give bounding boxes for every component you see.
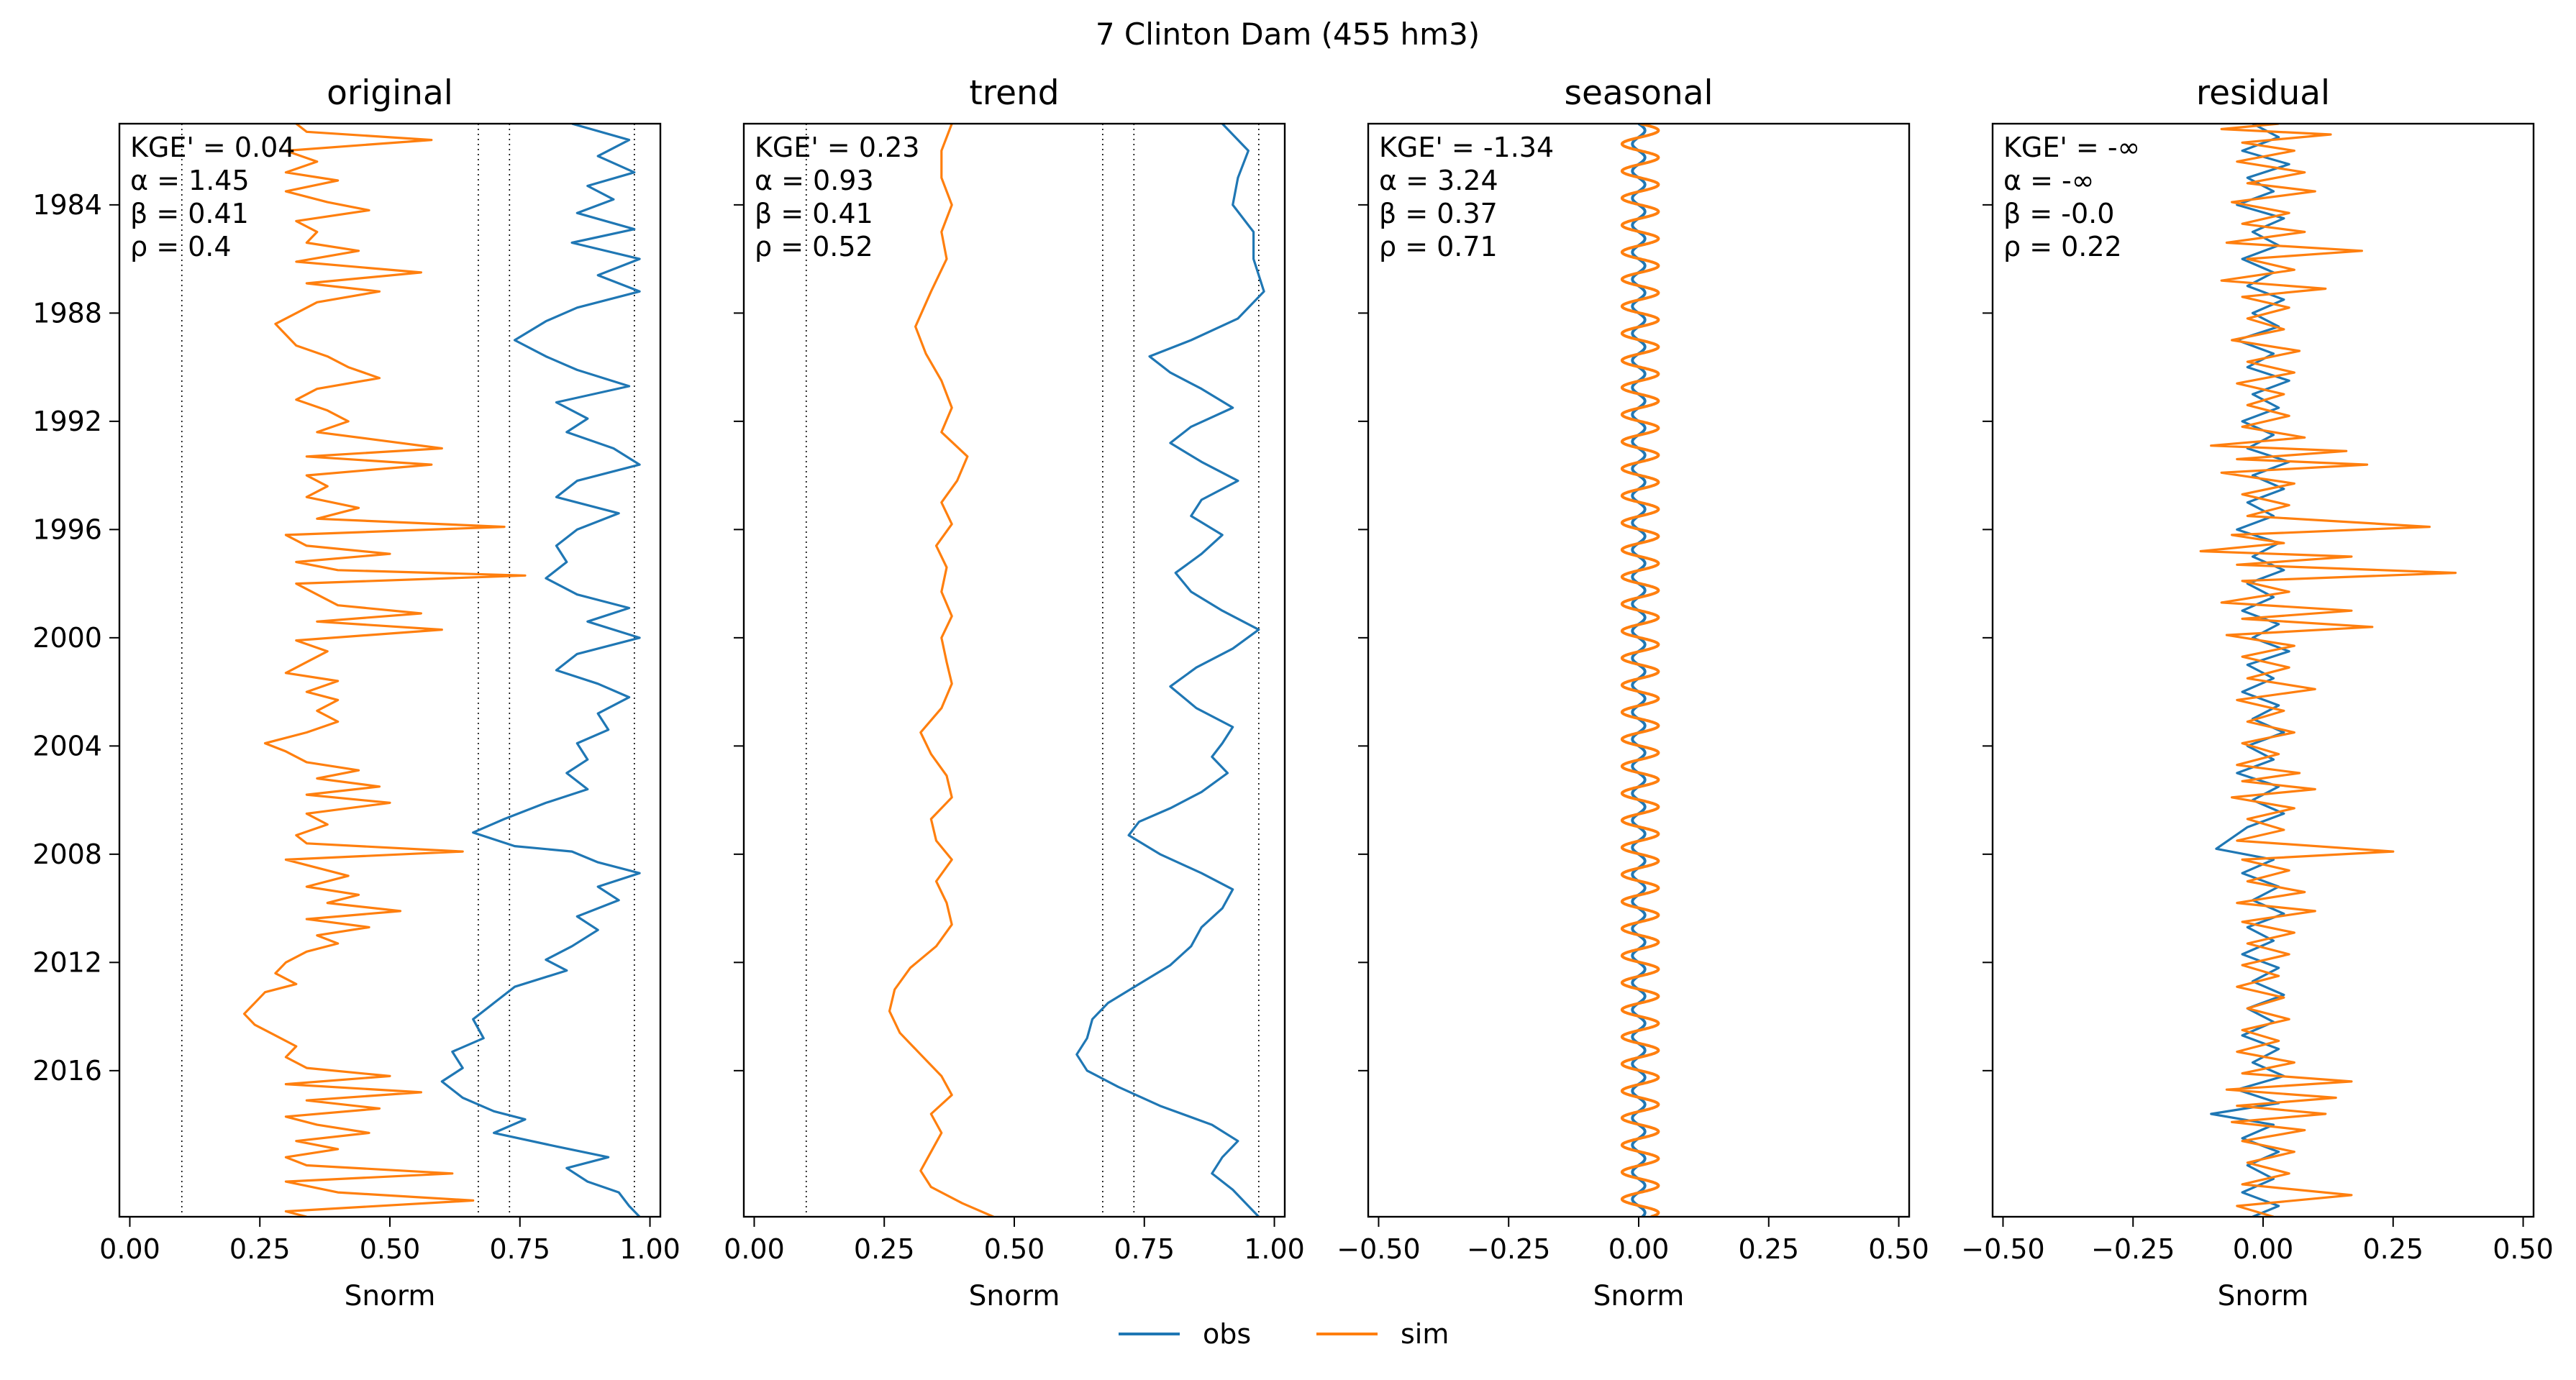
axes-frame — [1991, 122, 2535, 1218]
series-line-sim — [1620, 124, 1660, 1217]
figure-title: 7 Clinton Dam (455 hm3) — [1096, 17, 1480, 52]
panel-title: trend — [969, 73, 1059, 113]
x-axis-label: Snorm — [1593, 1280, 1685, 1312]
plot-area — [181, 124, 641, 1217]
stat-beta: β = 0.41 — [130, 198, 249, 229]
series-line-sim — [242, 124, 527, 1217]
x-tick-label: 1.00 — [619, 1233, 681, 1265]
stat-beta: β = -0.0 — [2003, 198, 2114, 229]
panel-title: residual — [2196, 73, 2330, 113]
y-tick-label: 2016 — [32, 1055, 102, 1087]
panel-title: seasonal — [1564, 73, 1713, 113]
legend: obs sim — [1119, 1318, 1449, 1350]
stat-kge: KGE' = -1.34 — [1379, 132, 1554, 163]
legend-obs-label: obs — [1203, 1318, 1251, 1350]
series-line-obs — [2210, 124, 2290, 1217]
x-tick-label: −0.25 — [1467, 1233, 1550, 1265]
panel-title: original — [327, 73, 453, 113]
stat-kge: KGE' = 0.04 — [130, 132, 295, 163]
y-tick-label: 1992 — [32, 406, 102, 437]
series-line-obs — [1075, 124, 1265, 1217]
y-tick-label: 1988 — [32, 297, 102, 329]
panel-residual: residual Snorm −0.50 −0.25 0.00 0.25 0.50 KGE… — [1961, 73, 2554, 1312]
y-tick-label: 1996 — [32, 513, 102, 545]
x-tick-label: −0.50 — [1961, 1233, 2044, 1265]
panel-seasonal: seasonal Snorm −0.50 −0.25 0.00 0.25 0.50 KGE… — [1337, 73, 1929, 1312]
x-axis-label: Snorm — [2218, 1280, 2309, 1312]
stat-alpha: α = 1.45 — [130, 165, 250, 196]
x-tick-label: −0.25 — [2091, 1233, 2175, 1265]
x-tick-label: 0.00 — [1608, 1233, 1670, 1265]
series-line-obs — [1631, 124, 1647, 1217]
x-tick-label: 0.25 — [229, 1233, 291, 1265]
panel-trend: trend Snorm 0.00 0.25 0.50 0.75 1.00 KGE' = 0… — [724, 73, 1305, 1312]
x-tick-label: 0.25 — [854, 1233, 915, 1265]
x-tick-label: 0.50 — [984, 1233, 1045, 1265]
series-line-obs — [440, 124, 641, 1217]
x-tick-label: 0.25 — [2362, 1233, 2423, 1265]
plot-area — [2199, 124, 2457, 1217]
plot-area — [1620, 124, 1660, 1217]
axes-frame — [118, 122, 662, 1218]
x-tick-label: 1.00 — [1244, 1233, 1305, 1265]
stat-kge: KGE' = 0.23 — [755, 132, 919, 163]
y-tick-label: 2012 — [32, 946, 102, 978]
y-tick-label: 2000 — [32, 622, 102, 654]
stat-alpha: α = 3.24 — [1379, 165, 1498, 196]
x-tick-label: 0.00 — [99, 1233, 160, 1265]
y-tick-label: 2008 — [32, 838, 102, 870]
stat-rho: ρ = 0.22 — [2003, 231, 2122, 262]
y-tick-label: 1984 — [32, 189, 102, 221]
x-tick-label: 0.25 — [1738, 1233, 1799, 1265]
stat-rho: ρ = 0.71 — [1379, 231, 1498, 262]
stat-rho: ρ = 0.4 — [130, 231, 232, 262]
x-axis-label: Snorm — [969, 1280, 1060, 1312]
x-tick-label: 0.50 — [1868, 1233, 1929, 1265]
series-line-sim — [2199, 124, 2457, 1217]
legend-sim-label: sim — [1401, 1318, 1449, 1350]
stat-kge: KGE' = -∞ — [2003, 132, 2140, 163]
x-tick-label: 0.00 — [2233, 1233, 2294, 1265]
x-tick-label: 0.75 — [1114, 1233, 1175, 1265]
stat-beta: β = 0.41 — [755, 198, 873, 229]
y-tick-label: 2004 — [32, 730, 102, 762]
series-line-sim — [888, 124, 994, 1217]
plot-area — [805, 124, 1265, 1217]
x-tick-label: 0.50 — [360, 1233, 421, 1265]
x-tick-label: 0.75 — [489, 1233, 550, 1265]
x-axis-label: Snorm — [345, 1280, 436, 1312]
stat-rho: ρ = 0.52 — [755, 231, 873, 262]
axes-frame — [742, 122, 1286, 1218]
x-tick-label: −0.50 — [1337, 1233, 1420, 1265]
stat-alpha: α = 0.93 — [755, 165, 874, 196]
stat-beta: β = 0.37 — [1379, 198, 1498, 229]
stat-alpha: α = -∞ — [2003, 165, 2094, 196]
x-tick-label: 0.50 — [2493, 1233, 2554, 1265]
panel-original: original Snorm 0.00 0.25 0.50 0.75 1.00 1984 1… — [32, 73, 681, 1312]
x-tick-label: 0.00 — [724, 1233, 785, 1265]
